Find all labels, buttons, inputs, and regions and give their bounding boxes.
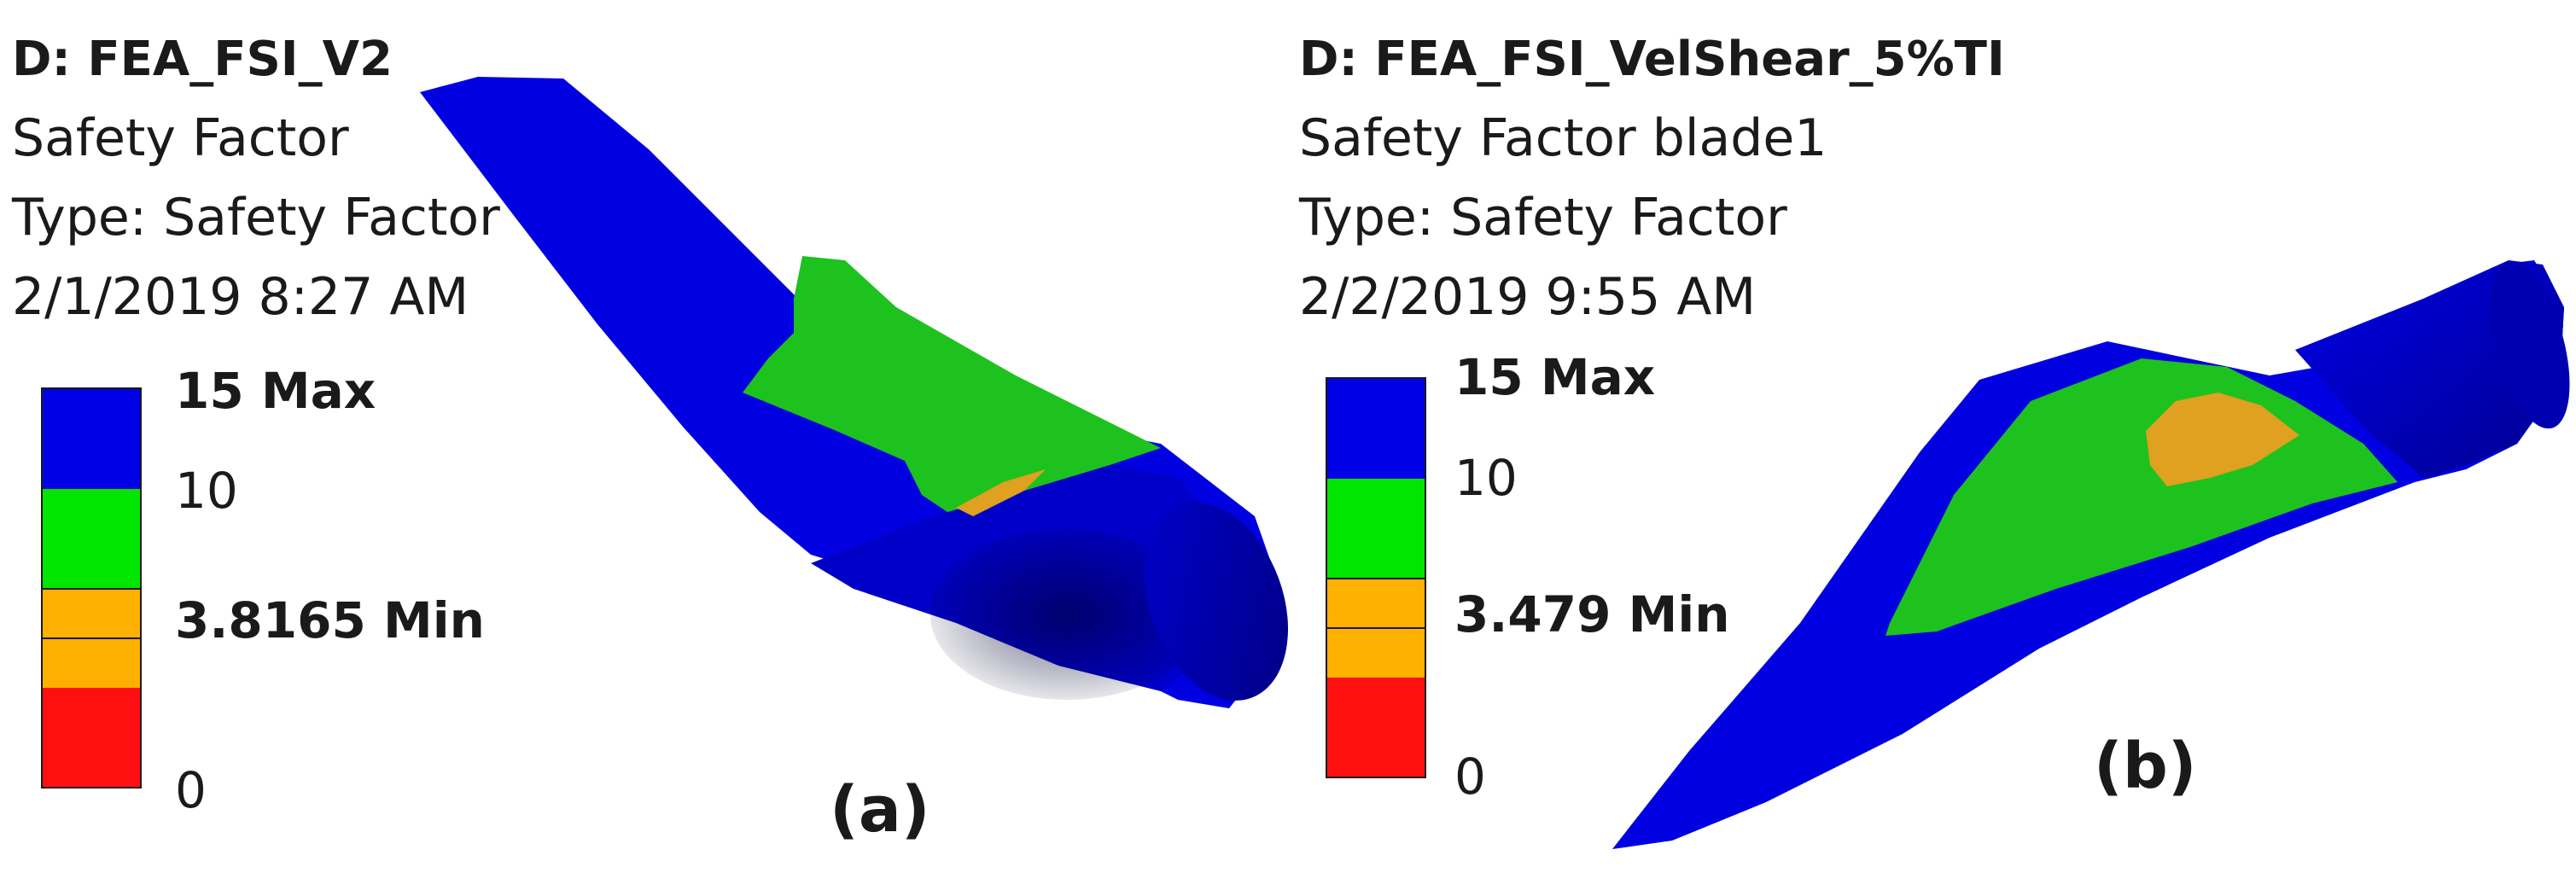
figure-label-b: (b) (2094, 730, 2197, 803)
legend-band-green (43, 488, 140, 588)
safety-zone-green (743, 256, 1161, 512)
legend-mid-label: 10 (1454, 449, 1518, 507)
legend-zero-label: 0 (175, 761, 207, 819)
legend-band-blue (1327, 379, 1425, 479)
blade-model-b (1612, 260, 2570, 849)
root-shadow (930, 529, 1203, 700)
blade-model-a (420, 77, 1288, 708)
legend-band-red (43, 687, 140, 787)
result-timestamp: 2/2/2019 9:55 AM (1299, 267, 1757, 327)
legend-min-label: 3.479 Min (1454, 585, 1730, 643)
color-legend-bar (41, 387, 142, 789)
result-header-b: D: FEA_FSI_VelShear_5%TI Safety Factor b… (1299, 20, 2005, 337)
legend-band-green (1327, 478, 1425, 578)
result-name: Safety Factor blade1 (1299, 108, 1827, 168)
result-type: Type: Safety Factor (1299, 188, 1787, 247)
result-name: Safety Factor (12, 108, 349, 168)
legend-zero-label: 0 (1454, 748, 1486, 806)
result-header-a: D: FEA_FSI_V2 Safety Factor Type: Safety… (12, 20, 500, 337)
result-timestamp: 2/1/2019 8:27 AM (12, 267, 469, 327)
hub-end (2490, 262, 2570, 429)
panel-a: D: FEA_FSI_V2 Safety Factor Type: Safety… (12, 20, 1288, 847)
legend-mid-label: 10 (175, 462, 238, 520)
hub-end (1144, 503, 1288, 701)
legend-min-marker (1327, 627, 1425, 630)
legend-min-label: 3.8165 Min (175, 591, 485, 649)
color-legend-bar (1326, 377, 1426, 778)
analysis-title: D: FEA_FSI_VelShear_5%TI (1299, 32, 2005, 87)
legend-max-label: 15 Max (175, 362, 376, 420)
analysis-title: D: FEA_FSI_V2 (12, 32, 393, 87)
result-type: Type: Safety Factor (12, 188, 500, 247)
legend-band-blue (43, 389, 140, 489)
legend-min-marker (43, 637, 140, 640)
legend-band-red (1327, 677, 1425, 777)
panel-b: D: FEA_FSI_VelShear_5%TI Safety Factor b… (1288, 0, 2576, 873)
figure-label-a: (a) (830, 773, 930, 847)
legend-max-label: 15 Max (1454, 348, 1656, 406)
safety-zone-orange (956, 469, 1046, 516)
safety-zone-orange (2146, 393, 2299, 486)
